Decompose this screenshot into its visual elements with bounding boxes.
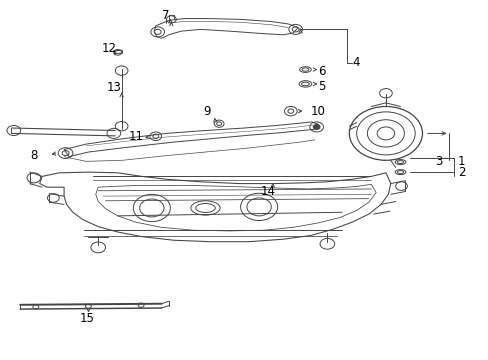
Text: 10: 10 — [310, 105, 325, 118]
Text: 7: 7 — [161, 9, 169, 22]
Text: 3: 3 — [435, 155, 442, 168]
Text: 8: 8 — [30, 149, 37, 162]
Text: 6: 6 — [317, 65, 325, 78]
Text: 14: 14 — [260, 185, 275, 198]
Text: 11: 11 — [128, 130, 143, 143]
Text: 12: 12 — [102, 41, 117, 54]
Circle shape — [313, 125, 320, 130]
Text: 9: 9 — [203, 105, 210, 118]
Text: 2: 2 — [457, 166, 465, 179]
Text: 4: 4 — [352, 56, 360, 69]
Text: 1: 1 — [457, 155, 465, 168]
Text: 13: 13 — [106, 81, 121, 94]
Text: 5: 5 — [317, 80, 325, 93]
Text: 15: 15 — [80, 311, 95, 325]
